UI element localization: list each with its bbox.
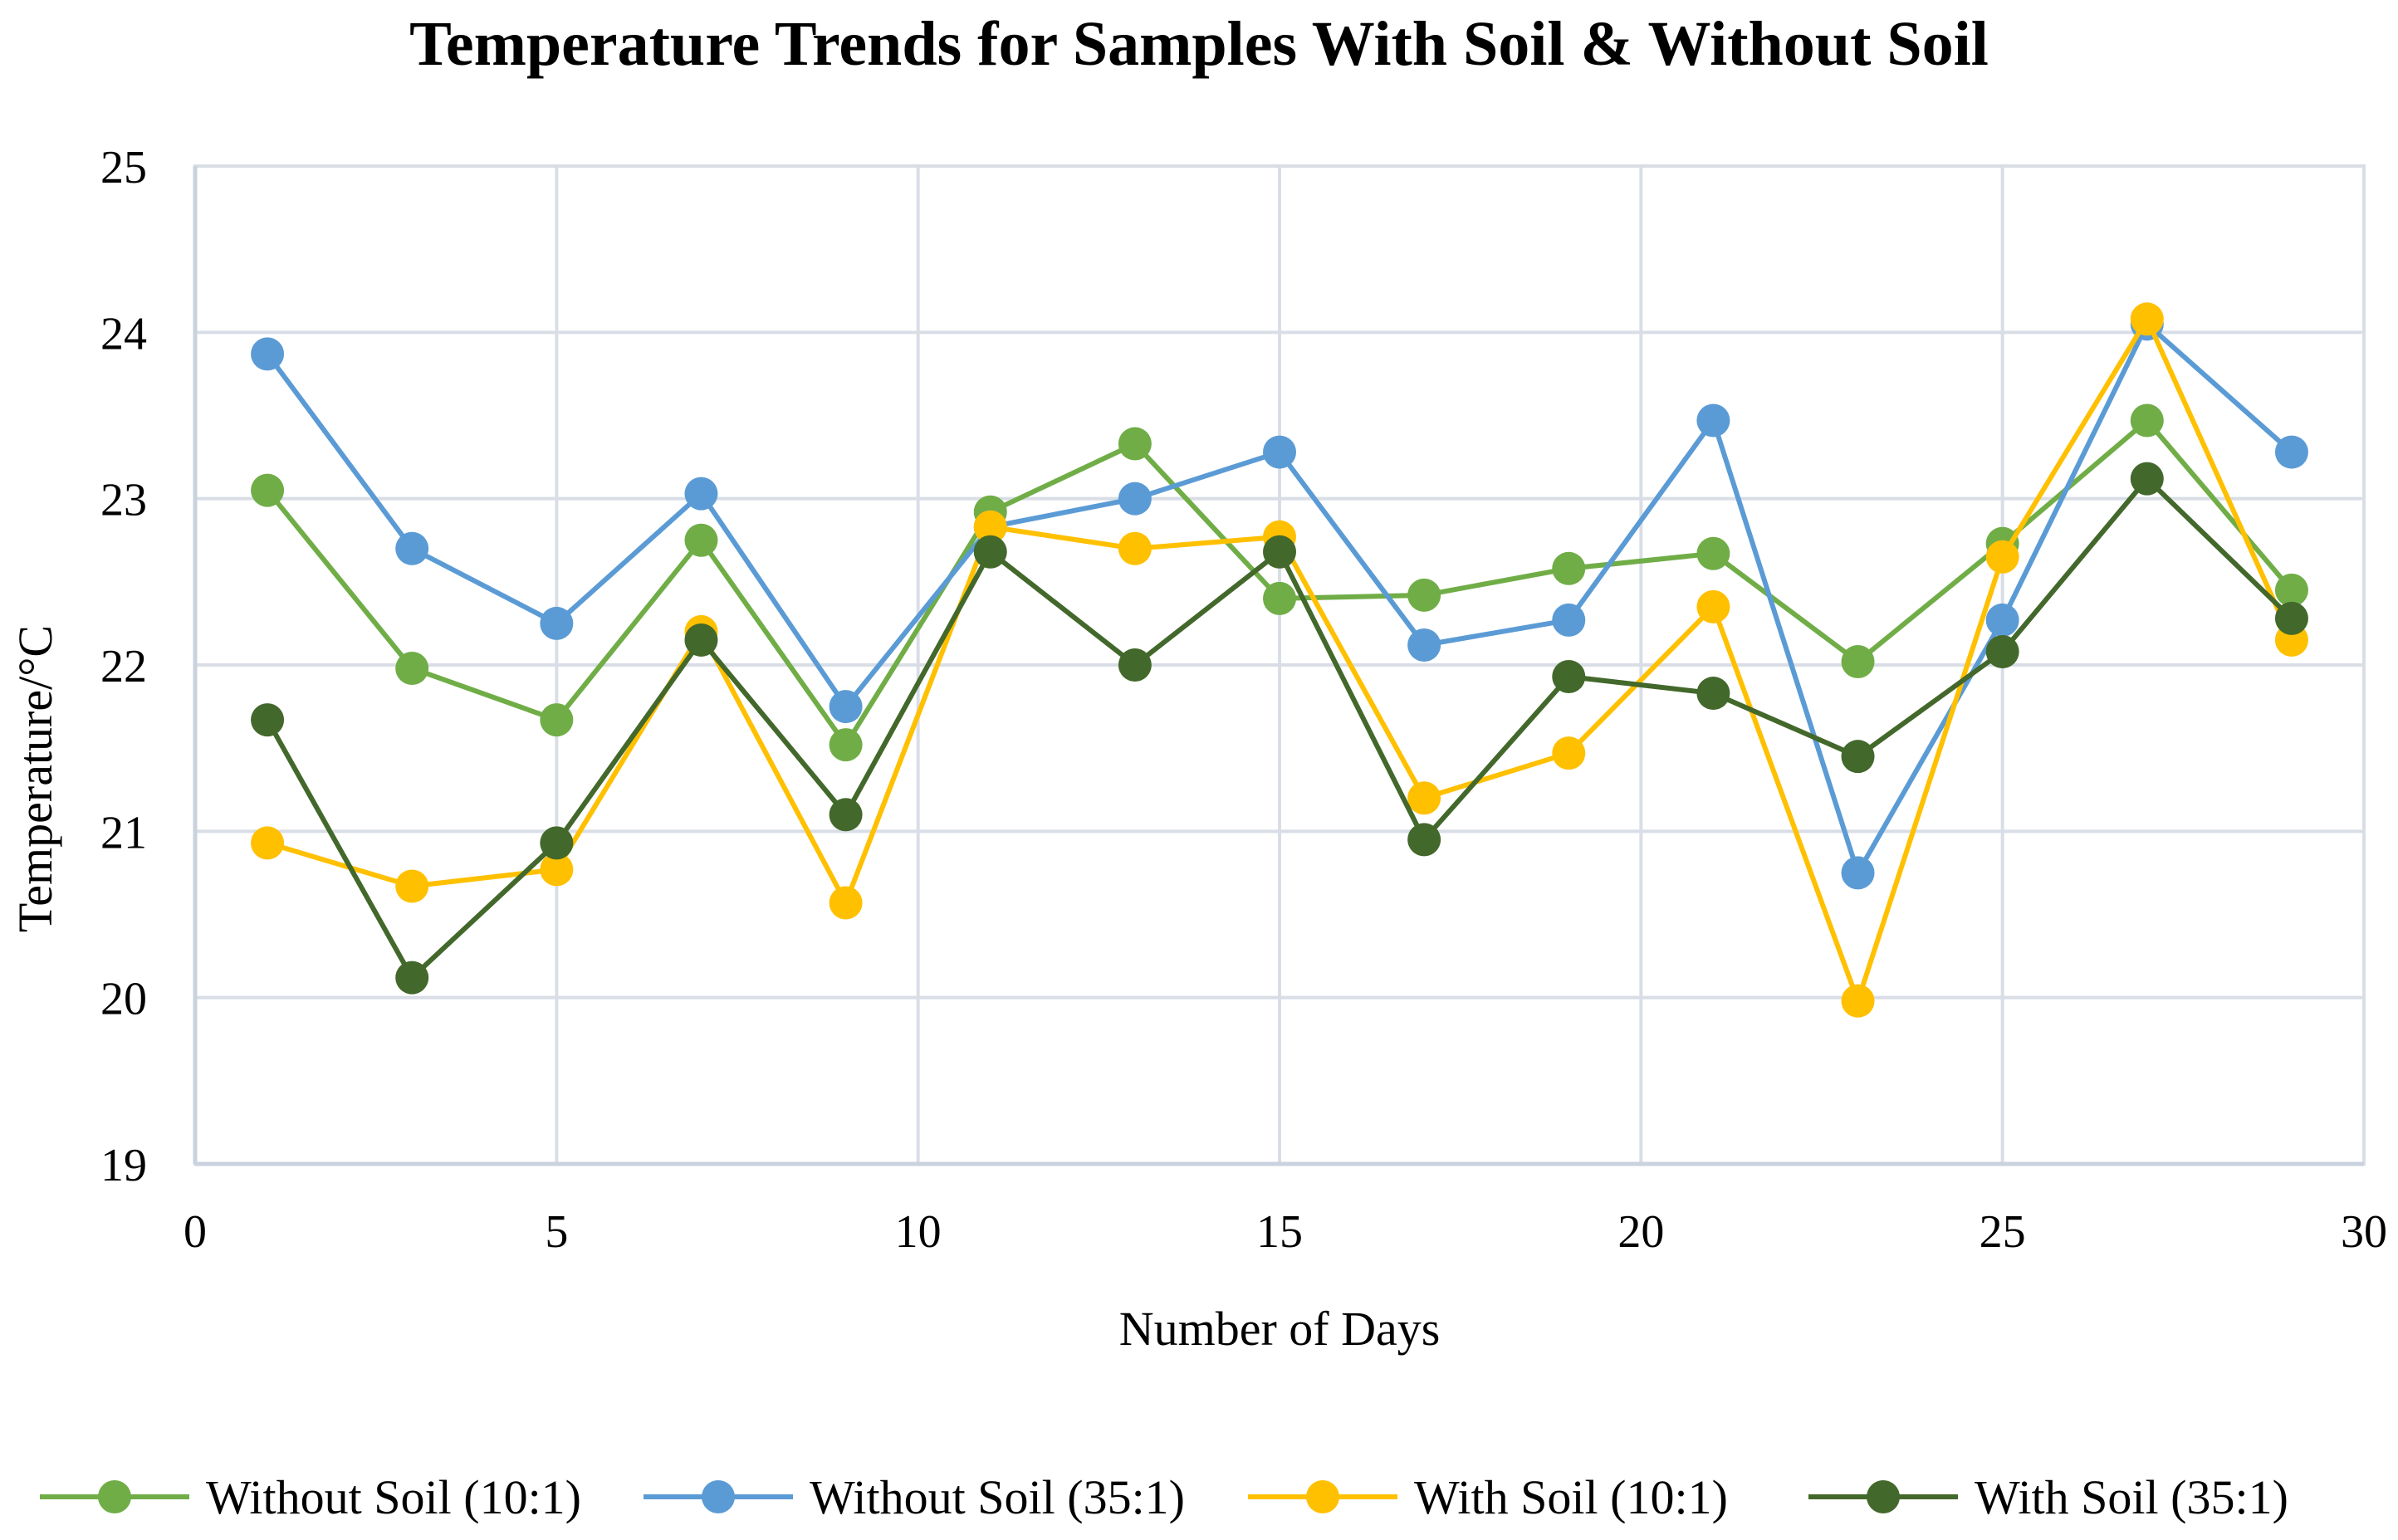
legend-swatch-marker-1 (98, 1480, 131, 1513)
series-4 (251, 462, 2308, 995)
series-1-point-5 (829, 728, 863, 762)
series-2-point-3 (540, 606, 574, 640)
series-1-point-10 (1552, 551, 1586, 585)
axes (193, 166, 2364, 1166)
series-2-point-11 (1696, 403, 1730, 438)
legend-item-3: With Soil (10:1) (1248, 1470, 1728, 1524)
legend-swatch-marker-3 (1306, 1480, 1339, 1513)
series-2-point-13 (1985, 603, 2019, 637)
legend-label-4: With Soil (35:1) (1975, 1470, 2288, 1524)
series-4-point-1 (251, 703, 285, 737)
series-1-point-12 (1841, 644, 1875, 678)
x-tick-label-10: 10 (895, 1206, 942, 1258)
chart-title: Temperature Trends for Samples With Soil… (409, 9, 1989, 79)
legend-label-1: Without Soil (10:1) (206, 1470, 581, 1524)
series-2-point-9 (1407, 628, 1441, 662)
x-axis-label: Number of Days (1119, 1302, 1441, 1356)
x-tick-label-25: 25 (1980, 1206, 2026, 1258)
series-1-point-14 (2130, 403, 2164, 438)
series-3-point-10 (1552, 736, 1586, 770)
series-2-point-12 (1841, 856, 1875, 890)
series-4-point-15 (2274, 601, 2308, 635)
series-4-point-3 (540, 826, 574, 860)
series-4-point-12 (1841, 740, 1875, 774)
series-3-point-9 (1407, 781, 1441, 815)
x-tick-label-30: 30 (2341, 1206, 2387, 1258)
x-tick-label-5: 5 (545, 1206, 568, 1258)
series-4-point-11 (1696, 677, 1730, 711)
series-1-point-2 (395, 652, 429, 686)
y-tick-label-21: 21 (100, 807, 147, 858)
series-3 (251, 302, 2308, 1018)
legend-swatch-marker-2 (702, 1480, 735, 1513)
y-tick-label-24: 24 (100, 308, 147, 359)
legend-label-3: With Soil (10:1) (1414, 1470, 1728, 1524)
x-tick-label-0: 0 (184, 1206, 207, 1258)
x-tick-label-15: 15 (1256, 1206, 1303, 1258)
series-2-point-5 (829, 690, 863, 724)
series-1-point-11 (1696, 536, 1730, 570)
y-axis-label: Temperature/°C (8, 625, 62, 932)
series-2-point-2 (395, 531, 429, 565)
series-4-point-10 (1552, 660, 1586, 694)
legend-item-2: Without Soil (35:1) (644, 1470, 1185, 1524)
series-2-point-4 (684, 477, 718, 511)
y-tick-label-22: 22 (100, 641, 147, 692)
series-4-point-7 (1118, 648, 1152, 682)
series-4-point-2 (395, 961, 429, 995)
series-1-point-15 (2274, 573, 2308, 607)
series-4-point-4 (684, 623, 718, 657)
series-3-point-11 (1696, 589, 1730, 623)
series-3-point-3 (540, 853, 574, 887)
y-tick-label-19: 19 (100, 1140, 147, 1191)
series-1-point-8 (1263, 581, 1296, 615)
y-tick-label-25: 25 (100, 142, 147, 193)
series-3-point-5 (829, 886, 863, 920)
series-1-point-1 (251, 473, 285, 507)
series-4-point-14 (2130, 462, 2164, 496)
series-3-point-13 (1985, 540, 2019, 574)
series-4-point-5 (829, 798, 863, 832)
y-tick-label-20: 20 (100, 974, 147, 1025)
series-1-point-7 (1118, 427, 1152, 461)
series-4-point-6 (973, 535, 1007, 569)
series-4-point-8 (1263, 535, 1296, 569)
series-3-point-7 (1118, 531, 1152, 565)
x-tick-label-20: 20 (1617, 1206, 1664, 1258)
series-2-point-1 (251, 337, 285, 371)
series-2-point-7 (1118, 482, 1152, 516)
legend-item-1: Without Soil (10:1) (40, 1470, 581, 1524)
series-3-point-1 (251, 826, 285, 860)
series-1-point-4 (684, 523, 718, 557)
legend-swatch-marker-4 (1867, 1480, 1900, 1513)
tick-labels: 19 20 21 22 23 24 25 0 5 10 15 20 25 30 (100, 142, 2387, 1258)
series-4-point-9 (1407, 823, 1441, 857)
series-2-point-15 (2274, 435, 2308, 469)
series-3-point-2 (395, 869, 429, 903)
legend-label-2: Without Soil (35:1) (810, 1470, 1185, 1524)
series-3-point-12 (1841, 984, 1875, 1018)
series-2-point-8 (1263, 435, 1296, 469)
series-4-point-13 (1985, 634, 2019, 668)
series-1-point-9 (1407, 578, 1441, 612)
legend: Without Soil (10:1) Without Soil (35:1) Wi… (40, 1470, 2288, 1524)
series-layer (251, 302, 2308, 1018)
series-3-point-14 (2130, 302, 2164, 336)
y-tick-label-23: 23 (100, 475, 147, 526)
series-2-point-10 (1552, 603, 1586, 637)
series-3-point-6 (973, 510, 1007, 544)
legend-item-4: With Soil (35:1) (1808, 1470, 2288, 1524)
series-1-point-3 (540, 703, 574, 737)
